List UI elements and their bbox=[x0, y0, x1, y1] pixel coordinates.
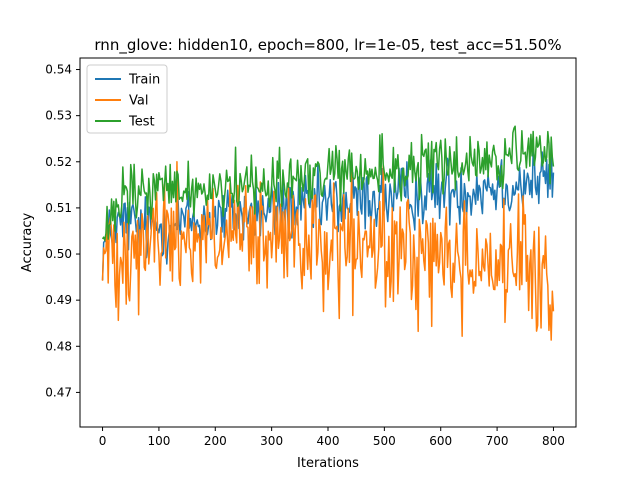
legend-box bbox=[86, 64, 168, 134]
x-tick-label: 400 bbox=[317, 434, 340, 448]
y-tick-label: 0.47 bbox=[45, 385, 72, 399]
x-tick-label: 500 bbox=[373, 434, 396, 448]
y-axis: 0.47 0.48 0.49 0.50 0.51 0.52 0.53 0.54 bbox=[45, 63, 80, 399]
legend-label-test: Test bbox=[128, 115, 155, 130]
x-tick-label: 800 bbox=[542, 434, 565, 448]
series-line-test bbox=[101, 125, 555, 242]
y-axis-label: Accuracy bbox=[20, 213, 35, 273]
plot-area bbox=[101, 125, 555, 341]
x-tick-label: 0 bbox=[99, 434, 107, 448]
plot-frame bbox=[79, 57, 577, 428]
legend: Train Val Test bbox=[86, 64, 168, 134]
series-line-val bbox=[101, 161, 555, 341]
x-tick-label: 600 bbox=[429, 434, 452, 448]
x-axis: 0 100 200 300 400 500 600 700 800 bbox=[99, 427, 565, 448]
legend-label-train: Train bbox=[128, 73, 160, 88]
x-tick-label: 700 bbox=[486, 434, 509, 448]
y-tick-label: 0.52 bbox=[45, 155, 72, 169]
x-axis-label: Iterations bbox=[297, 456, 359, 471]
chart-title: rnn_glove: hidden10, epoch=800, lr=1e-05… bbox=[94, 36, 561, 55]
legend-label-val: Val bbox=[129, 94, 148, 109]
y-tick-label: 0.50 bbox=[45, 247, 72, 261]
x-tick-label: 100 bbox=[147, 434, 170, 448]
y-tick-label: 0.48 bbox=[45, 339, 72, 353]
x-tick-label: 200 bbox=[204, 434, 227, 448]
y-tick-label: 0.49 bbox=[45, 293, 72, 307]
y-tick-label: 0.54 bbox=[45, 63, 72, 77]
y-tick-label: 0.53 bbox=[45, 109, 72, 123]
x-tick-label: 300 bbox=[260, 434, 283, 448]
y-tick-label: 0.51 bbox=[45, 201, 72, 215]
